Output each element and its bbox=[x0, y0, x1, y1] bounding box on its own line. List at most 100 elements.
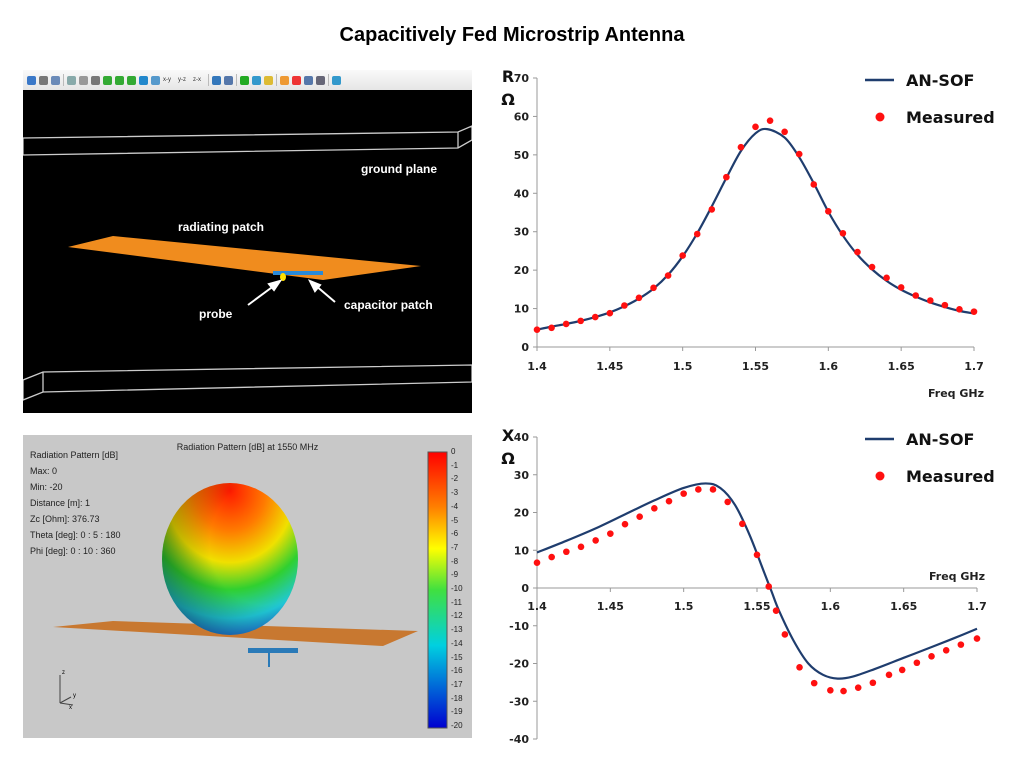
colorbar bbox=[427, 451, 448, 729]
y-tick-label: 10 bbox=[514, 303, 530, 316]
run-far-field-icon[interactable] bbox=[264, 75, 273, 85]
y-axis-unit: Ω bbox=[501, 449, 515, 468]
measured-point bbox=[562, 320, 570, 328]
measured-point bbox=[753, 551, 761, 559]
pattern-3d-icon[interactable] bbox=[316, 75, 325, 85]
toolbar-separator bbox=[208, 74, 209, 86]
radiating-patch bbox=[68, 236, 421, 280]
measured-point bbox=[548, 324, 555, 332]
x-tick-label: 1.65 bbox=[888, 360, 915, 373]
colorbar-tick: -5 bbox=[451, 515, 459, 525]
y-tick-label: -40 bbox=[509, 733, 529, 746]
select-icon[interactable] bbox=[67, 75, 76, 85]
measured-point bbox=[825, 208, 832, 215]
y-tick-label: 0 bbox=[521, 341, 529, 354]
pattern-canvas bbox=[53, 451, 448, 729]
legend-label: AN-SOF bbox=[906, 430, 974, 449]
pattern-info-line: Max: 0 bbox=[30, 466, 58, 476]
toolbar: x-y y-z z-x bbox=[23, 70, 472, 90]
colorbar-tick: -4 bbox=[451, 501, 459, 511]
measured-point bbox=[621, 520, 629, 528]
view-icon[interactable] bbox=[27, 75, 36, 85]
measured-point bbox=[839, 229, 847, 237]
measured-point bbox=[928, 653, 935, 660]
export-icon[interactable] bbox=[332, 75, 341, 85]
y-tick-label: 70 bbox=[514, 72, 530, 85]
colorbar-tick: -13 bbox=[451, 625, 463, 635]
measured-point bbox=[781, 128, 788, 136]
measured-point bbox=[810, 181, 818, 188]
run-currents-icon[interactable] bbox=[252, 75, 261, 85]
colormap-icon[interactable] bbox=[292, 75, 301, 85]
report-icon[interactable] bbox=[51, 75, 60, 85]
rectangle-icon[interactable] bbox=[79, 75, 88, 85]
measured-point bbox=[868, 263, 876, 271]
measured-point bbox=[796, 663, 803, 671]
model-3d-view[interactable]: x-y y-z z-x ground plane radiating patch p… bbox=[23, 70, 472, 413]
home-icon[interactable] bbox=[224, 75, 233, 85]
measured-point bbox=[973, 635, 981, 642]
legend-marker-swatch bbox=[875, 112, 885, 122]
axis-triad bbox=[59, 675, 74, 706]
pattern-icon[interactable] bbox=[304, 75, 313, 85]
x-tick-label: 1.7 bbox=[964, 360, 984, 373]
colorbar-tick: -7 bbox=[451, 542, 459, 552]
x-tick-label: 1.45 bbox=[597, 600, 624, 613]
colorbar-tick: -16 bbox=[451, 666, 463, 676]
pan-icon[interactable] bbox=[139, 75, 148, 85]
y-tick-label: 0 bbox=[521, 582, 529, 595]
measured-point bbox=[621, 302, 628, 309]
legend-label: Measured bbox=[906, 467, 995, 486]
ground-plane-top bbox=[23, 125, 472, 156]
measured-point bbox=[781, 631, 789, 638]
y-tick-label: 60 bbox=[514, 110, 530, 123]
rotate-x-icon[interactable] bbox=[103, 75, 112, 85]
measured-point bbox=[651, 505, 658, 512]
series-line-an-sof bbox=[536, 127, 975, 331]
legend-marker-swatch bbox=[875, 471, 885, 481]
colorbar-tick: -11 bbox=[451, 597, 462, 607]
reactance-chart: -40 -30 -20 -10 0 10 20 30 40 1.4 1.45 1.5 1.55 1.6 1.… bbox=[501, 426, 995, 746]
view-x-y-button[interactable]: x-y bbox=[163, 77, 171, 83]
capacitor-patch bbox=[273, 271, 323, 275]
x-tick-label: 1.6 bbox=[819, 360, 839, 373]
measured-point bbox=[577, 543, 585, 551]
model-canvas bbox=[23, 125, 472, 401]
fit-icon[interactable] bbox=[212, 75, 221, 85]
rotate-z-icon[interactable] bbox=[127, 75, 136, 85]
rotate-y-icon[interactable] bbox=[115, 75, 124, 85]
measured-point bbox=[709, 486, 717, 493]
measured-point bbox=[752, 123, 759, 131]
x-tick-label: 1.4 bbox=[527, 360, 547, 373]
near-field-icon[interactable] bbox=[280, 75, 289, 85]
y-tick-label: -30 bbox=[509, 695, 529, 708]
series-line-an-sof bbox=[536, 482, 978, 680]
measured-point bbox=[592, 537, 599, 544]
measured-point bbox=[563, 548, 570, 556]
toolbar-separator bbox=[63, 74, 64, 86]
measured-point bbox=[591, 313, 599, 321]
measured-point bbox=[548, 553, 555, 561]
radiation-pattern-view[interactable]: Radiation Pattern [dB] at 1550 MHz Radia… bbox=[23, 435, 472, 738]
x-tick-label: 1.5 bbox=[673, 360, 693, 373]
view-z-x-button[interactable]: z-x bbox=[193, 77, 201, 83]
pattern-info-line: Zc [Ohm]: 376.73 bbox=[30, 514, 100, 524]
measured-point bbox=[840, 687, 847, 695]
x-axis-label: Freq GHz bbox=[929, 570, 985, 583]
x-tick-label: 1.5 bbox=[674, 600, 694, 613]
measured-point bbox=[883, 274, 890, 282]
y-tick-label: 20 bbox=[514, 264, 530, 277]
comment-icon[interactable] bbox=[39, 75, 48, 85]
colorbar-tick: 0 bbox=[451, 447, 456, 456]
measured-point bbox=[956, 306, 963, 313]
line-icon[interactable] bbox=[91, 75, 100, 85]
measured-point bbox=[898, 666, 906, 674]
ground-plane-bottom bbox=[23, 364, 472, 401]
capacitor-feed bbox=[248, 648, 298, 653]
zoom-icon[interactable] bbox=[151, 75, 160, 85]
pattern-info-line: Radiation Pattern [dB] bbox=[30, 450, 119, 460]
colorbar-tick: -17 bbox=[451, 679, 463, 689]
y-tick-label: 50 bbox=[514, 149, 530, 162]
view-y-z-button[interactable]: y-z bbox=[178, 77, 186, 83]
run-icon[interactable] bbox=[240, 75, 249, 85]
